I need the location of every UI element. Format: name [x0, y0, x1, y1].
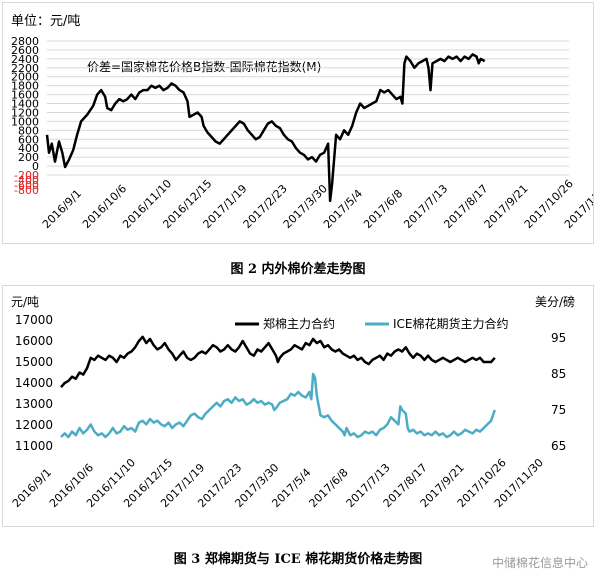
y-tick-label: 200 — [18, 151, 39, 164]
y-tick-label: 400 — [18, 142, 39, 155]
left-y-tick-label: 15000 — [15, 355, 53, 369]
y-tick-label: 1600 — [11, 89, 39, 102]
x-tick-label: 2017/6/8 — [307, 466, 351, 510]
right-y-tick-label: 75 — [551, 403, 566, 417]
left-y-tick-label: 16000 — [15, 334, 53, 348]
left-y-tick-label: 12000 — [15, 418, 53, 432]
series-lines — [60, 335, 496, 439]
right-y-tick-label: 85 — [551, 367, 566, 381]
y-tick-label: 600 — [18, 133, 39, 146]
left-axis-unit: 元/吨 — [11, 295, 39, 309]
right-y-tick-label: 65 — [551, 439, 566, 453]
zhengmian-line — [60, 335, 496, 389]
y-tick-label: -400 — [14, 174, 39, 187]
x-tick-label: 2017/5/4 — [321, 187, 365, 231]
x-tick-labels: 2016/9/12016/10/62016/11/102016/12/15201… — [40, 177, 596, 231]
y-tick-label: 0 — [32, 160, 39, 173]
y-tick-label: 1200 — [11, 106, 39, 119]
x-tick-label: 2016/9/1 — [10, 466, 54, 510]
y-tick-label: 1400 — [11, 98, 39, 111]
y-tick-label: 2800 — [11, 35, 39, 48]
y-tick-label: -200 — [14, 169, 39, 182]
x-tick-labels: 2016/9/12016/10/62016/11/102016/12/15201… — [10, 456, 546, 510]
gridlines — [47, 40, 569, 176]
figure-3-caption: 图 3 郑棉期货与 ICE 棉花期货价格走势图 — [173, 552, 423, 567]
price-spread-chart: 单位：元/吨 价差=国家棉花价格B指数-国际棉花指数(M) 2800260024… — [11, 14, 596, 231]
spread-line — [45, 53, 486, 203]
legend-label-ice: ICE棉花期货主力合约 — [393, 316, 509, 331]
y-tick-label: 2600 — [11, 44, 39, 57]
x-tick-label: 2016/9/1 — [40, 187, 84, 231]
left-y-tick-label: 14000 — [15, 376, 53, 390]
chart-2-frame: 元/吨 美分/磅 郑棉主力合约 ICE棉花期货主力合约 17000 16000 15… — [2, 285, 594, 527]
ice-cotton-line — [60, 372, 496, 439]
y-tick-label: -800 — [14, 184, 39, 197]
y-tick-label: 800 — [18, 124, 39, 137]
right-y-tick-labels: 95 85 75 65 — [551, 331, 566, 453]
formula-annotation: 价差=国家棉花价格B指数-国际棉花指数(M) — [87, 59, 321, 74]
legend-label-zhengmian: 郑棉主力合约 — [263, 316, 335, 331]
futures-price-chart: 元/吨 美分/磅 郑棉主力合约 ICE棉花期货主力合约 17000 16000 15… — [10, 294, 575, 510]
left-y-tick-labels: 17000 16000 15000 14000 13000 12000 11000 — [15, 313, 53, 453]
y-tick-label: 2200 — [11, 62, 39, 75]
left-y-tick-label: 17000 — [15, 313, 53, 327]
y-tick-label: -600 — [14, 179, 39, 192]
chart-1-frame: 单位：元/吨 价差=国家棉花价格B指数-国际棉花指数(M) 2800 2600 24… — [2, 2, 596, 244]
left-y-tick-label: 13000 — [15, 397, 53, 411]
y-tick-label: 2400 — [11, 53, 39, 66]
y-tick-labels: 2800260024002200200018001600140012001000… — [11, 35, 39, 197]
right-axis-unit: 美分/磅 — [535, 294, 575, 309]
x-tick-label: 2017/6/8 — [361, 187, 405, 231]
figure-2-caption: 图 2 内外棉价差走势图 — [230, 262, 366, 277]
y-tick-label: 1000 — [11, 115, 39, 128]
right-y-tick-label: 95 — [551, 331, 566, 345]
legend: 郑棉主力合约 ICE棉花期货主力合约 — [235, 316, 509, 331]
y-tick-label: 2000 — [11, 71, 39, 84]
watermark: 中储棉花信息中心 — [491, 556, 588, 570]
y-unit-label: 单位：元/吨 — [11, 14, 80, 29]
left-y-tick-label: 11000 — [15, 439, 53, 453]
series-lines — [45, 53, 486, 203]
y-tick-label: 1800 — [11, 80, 39, 93]
